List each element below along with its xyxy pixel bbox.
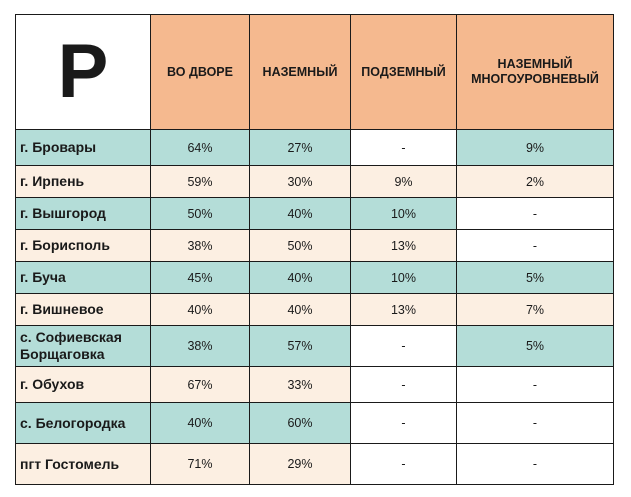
underground-cell: 9%	[350, 165, 457, 198]
underground-cell: -	[350, 443, 457, 485]
table-row: пгт Гостомель 71% 29% - -	[15, 443, 614, 485]
multilevel-cell: 5%	[456, 261, 614, 294]
multilevel-cell: -	[456, 197, 614, 230]
city-cell: пгт Гостомель	[15, 443, 151, 485]
underground-cell: -	[350, 129, 457, 166]
multilevel-cell: -	[456, 229, 614, 262]
city-cell: г. Обухов	[15, 366, 151, 403]
yard-cell: 64%	[150, 129, 250, 166]
yard-cell: 40%	[150, 402, 250, 444]
table-row: с. Белогородка 40% 60% - -	[15, 402, 614, 444]
underground-cell: -	[350, 325, 457, 367]
ground-cell: 40%	[249, 197, 351, 230]
table-row: г. Буча 45% 40% 10% 5%	[15, 261, 614, 294]
city-cell: с. Софиевская Борщаговка	[15, 325, 151, 367]
underground-cell: 13%	[350, 229, 457, 262]
parking-table: P ВО ДВОРЕ НАЗЕМНЫЙ ПОДЗЕМНЫЙ НАЗЕМНЫЙ М…	[15, 14, 614, 485]
yard-cell: 71%	[150, 443, 250, 485]
city-cell: г. Бровары	[15, 129, 151, 166]
header-yard: ВО ДВОРЕ	[150, 14, 250, 130]
table-row: г. Обухов 67% 33% - -	[15, 366, 614, 403]
ground-cell: 57%	[249, 325, 351, 367]
yard-cell: 38%	[150, 229, 250, 262]
table-row: г. Борисполь 38% 50% 13% -	[15, 229, 614, 262]
underground-cell: -	[350, 366, 457, 403]
multilevel-cell: 7%	[456, 293, 614, 326]
header-underground: ПОДЗЕМНЫЙ	[350, 14, 457, 130]
multilevel-cell: -	[456, 443, 614, 485]
ground-cell: 33%	[249, 366, 351, 403]
ground-cell: 50%	[249, 229, 351, 262]
underground-cell: -	[350, 402, 457, 444]
city-cell: г. Буча	[15, 261, 151, 294]
table-row: г. Бровары 64% 27% - 9%	[15, 129, 614, 166]
ground-cell: 40%	[249, 261, 351, 294]
table-row: г. Ирпень 59% 30% 9% 2%	[15, 165, 614, 198]
yard-cell: 50%	[150, 197, 250, 230]
city-cell: с. Белогородка	[15, 402, 151, 444]
table-row: с. Софиевская Борщаговка 38% 57% - 5%	[15, 325, 614, 367]
table-row: г. Вышгород 50% 40% 10% -	[15, 197, 614, 230]
city-cell: г. Вышгород	[15, 197, 151, 230]
city-cell: г. Ирпень	[15, 165, 151, 198]
header-multilevel: НАЗЕМНЫЙ МНОГОУРОВНЕВЫЙ	[456, 14, 614, 130]
underground-cell: 10%	[350, 197, 457, 230]
yard-cell: 45%	[150, 261, 250, 294]
underground-cell: 13%	[350, 293, 457, 326]
parking-logo-icon: P	[15, 14, 151, 130]
header-row: P ВО ДВОРЕ НАЗЕМНЫЙ ПОДЗЕМНЫЙ НАЗЕМНЫЙ М…	[15, 14, 614, 130]
city-cell: г. Вишневое	[15, 293, 151, 326]
multilevel-cell: 9%	[456, 129, 614, 166]
parking-table-container: P ВО ДВОРЕ НАЗЕМНЫЙ ПОДЗЕМНЫЙ НАЗЕМНЫЙ М…	[15, 14, 614, 485]
yard-cell: 38%	[150, 325, 250, 367]
table-row: г. Вишневое 40% 40% 13% 7%	[15, 293, 614, 326]
city-cell: г. Борисполь	[15, 229, 151, 262]
ground-cell: 27%	[249, 129, 351, 166]
ground-cell: 30%	[249, 165, 351, 198]
underground-cell: 10%	[350, 261, 457, 294]
ground-cell: 40%	[249, 293, 351, 326]
multilevel-cell: 5%	[456, 325, 614, 367]
yard-cell: 67%	[150, 366, 250, 403]
yard-cell: 40%	[150, 293, 250, 326]
ground-cell: 60%	[249, 402, 351, 444]
multilevel-cell: -	[456, 366, 614, 403]
header-ground: НАЗЕМНЫЙ	[249, 14, 351, 130]
multilevel-cell: -	[456, 402, 614, 444]
multilevel-cell: 2%	[456, 165, 614, 198]
yard-cell: 59%	[150, 165, 250, 198]
ground-cell: 29%	[249, 443, 351, 485]
